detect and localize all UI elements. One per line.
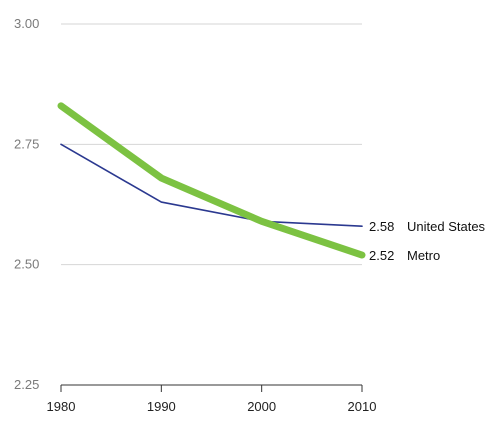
x-tick-label: 2010 [348, 399, 377, 414]
gridlines [61, 23, 362, 266]
series-line-metro [57, 102, 366, 259]
y-tick-label: 2.25 [14, 377, 39, 392]
series-line-us [60, 143, 363, 227]
end-value-label-metro: 2.52 [369, 248, 394, 263]
y-tick-label: 2.75 [14, 136, 39, 151]
x-tick-label: 1990 [147, 399, 176, 414]
x-axis: 1980 1990 2000 2010 [47, 384, 377, 414]
y-tick-label: 2.50 [14, 257, 39, 272]
y-tick-label: 3.00 [14, 16, 39, 31]
x-tick-label: 2000 [247, 399, 276, 414]
y-axis-tick-labels: 3.00 2.75 2.50 2.25 [14, 16, 39, 392]
series-lines [57, 102, 366, 259]
series-name-label-metro: Metro [407, 248, 440, 263]
series-name-label-us: United States [407, 219, 486, 234]
x-tick-label: 1980 [47, 399, 76, 414]
end-value-label-us: 2.58 [369, 219, 394, 234]
end-labels: 2.58 United States 2.52 Metro [369, 219, 486, 263]
